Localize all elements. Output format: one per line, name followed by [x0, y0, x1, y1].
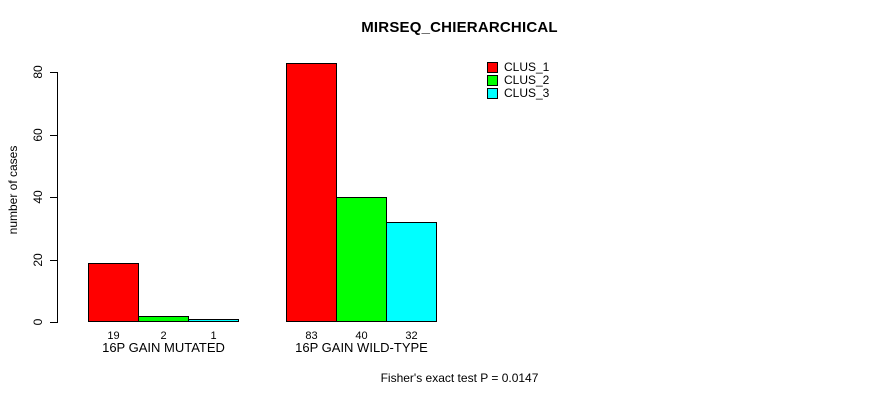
- legend-row-clus_2: CLUS_2: [487, 73, 550, 87]
- y-tick-label: 20: [31, 252, 45, 267]
- bar-clus_2-2: [336, 197, 387, 322]
- legend-row-clus_3: CLUS_3: [487, 86, 550, 100]
- y-axis-line: [57, 72, 58, 323]
- legend: CLUS_1 CLUS_2 CLUS_3: [487, 60, 550, 101]
- chart-title: MIRSEQ_CHIERARCHICAL: [361, 19, 558, 36]
- bar-clus_3-2: [386, 222, 437, 322]
- bar-value-label: 32: [405, 330, 418, 342]
- y-tick: [50, 322, 57, 323]
- y-tick: [50, 259, 57, 261]
- bar-value-label: 1: [210, 330, 217, 342]
- legend-label: CLUS_2: [504, 73, 550, 87]
- bar-clus_1-2: [286, 63, 337, 322]
- legend-swatch-clus_3: [487, 88, 498, 99]
- bar-clus_1-1: [88, 263, 139, 322]
- legend-row-clus_1: CLUS_1: [487, 60, 550, 74]
- bar-clus_3-1: [188, 319, 239, 322]
- bar-value-label: 2: [160, 330, 167, 342]
- legend-label: CLUS_3: [504, 86, 550, 100]
- y-tick: [50, 197, 57, 198]
- y-axis-label: number of cases: [6, 145, 20, 235]
- y-tick: [50, 134, 57, 136]
- y-tick-label: 80: [31, 65, 45, 79]
- y-tick-label: 40: [31, 190, 45, 204]
- y-tick-label: 0: [31, 318, 45, 326]
- legend-swatch-clus_1: [487, 62, 498, 73]
- legend-swatch-clus_2: [487, 75, 498, 86]
- bar-clus_2-1: [138, 316, 189, 322]
- legend-label: CLUS_1: [504, 60, 550, 74]
- annotation-fisher-test: Fisher's exact test P = 0.0147: [380, 371, 539, 385]
- bar-value-label: 83: [305, 330, 318, 342]
- bar-value-label: 40: [355, 330, 368, 342]
- y-tick: [50, 72, 57, 73]
- bar-value-label: 19: [107, 330, 120, 342]
- category-label-2: 16P GAIN WILD-TYPE: [295, 340, 428, 355]
- category-label-1: 16P GAIN MUTATED: [102, 340, 225, 355]
- y-tick-label: 60: [31, 127, 45, 142]
